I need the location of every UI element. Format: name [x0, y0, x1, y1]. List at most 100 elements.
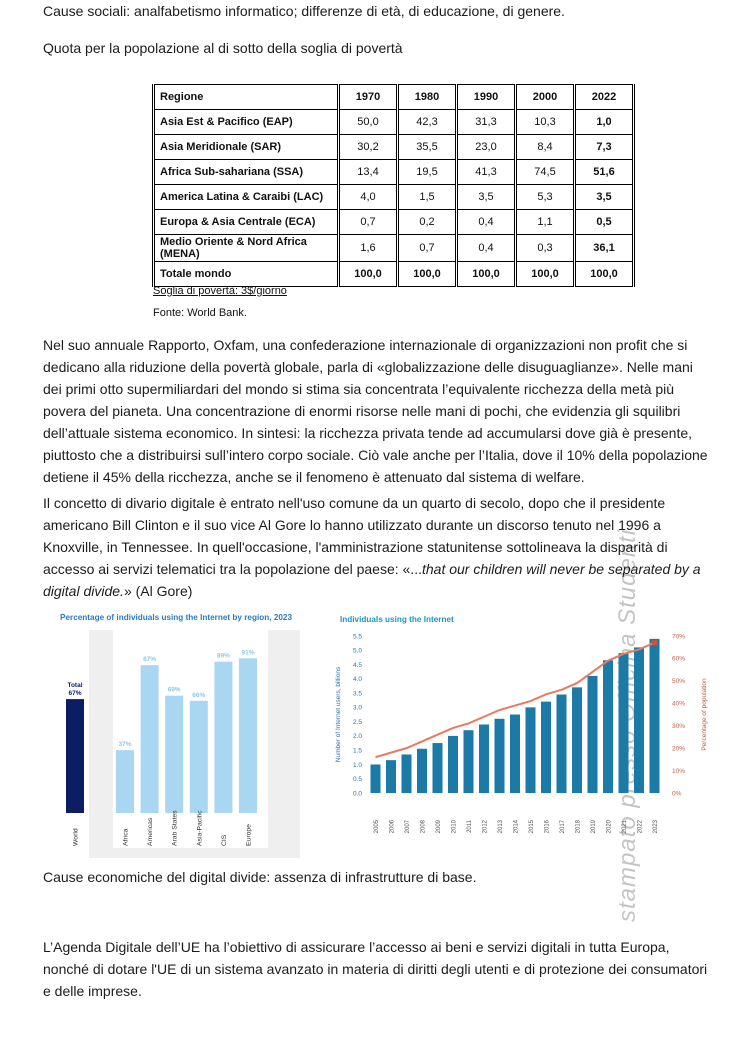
- year-bar: [479, 724, 489, 793]
- region-cell: Asia Meridionale (SAR): [152, 134, 340, 160]
- year-bar: [401, 754, 412, 793]
- internet-users-trend-chart: Individuals using the Internet 0.0 0.5 1.0 1…: [330, 608, 720, 865]
- value-cell: 4,0: [337, 184, 399, 210]
- svg-text:10%: 10%: [672, 768, 685, 775]
- svg-text:2006: 2006: [390, 819, 396, 833]
- value-cell: 100,0: [337, 261, 399, 287]
- year-bar: [417, 748, 427, 793]
- value-cell: 13,4: [337, 159, 399, 185]
- year-bar: [494, 718, 505, 793]
- poverty-table-body: Asia Est & Pacifico (EAP) 50,0 42,3 31,3 10,…: [152, 109, 635, 287]
- year-bar: [556, 694, 567, 793]
- svg-text:30%: 30%: [672, 723, 685, 730]
- value-cell: 74,5: [514, 159, 576, 185]
- svg-text:CIS: CIS: [221, 834, 228, 846]
- value-cell: 100,0: [573, 261, 635, 287]
- value-cell: 0,4: [455, 234, 517, 262]
- value-cell: 19,5: [396, 159, 458, 185]
- svg-text:89%: 89%: [217, 653, 230, 660]
- table-row: America Latina & Caraibi (LAC) 4,0 1,5 3,5 5…: [152, 184, 635, 210]
- svg-text:37%: 37%: [118, 741, 131, 748]
- svg-text:2009: 2009: [436, 819, 442, 833]
- year-bar: [525, 707, 536, 793]
- year-bar: [463, 730, 474, 793]
- svg-text:2014: 2014: [514, 819, 520, 833]
- value-cell: 0,2: [396, 209, 458, 235]
- poverty-table-head: Regione 1970 1980 1990 2000 2022: [152, 84, 635, 110]
- value-cell: 0,5: [573, 209, 635, 235]
- internet-trend-chart-svg: Individuals using the Internet 0.0 0.5 1.0 1…: [335, 615, 708, 833]
- value-cell: 1,0: [573, 109, 635, 135]
- region-bar: [165, 695, 184, 813]
- svg-text:0.0: 0.0: [353, 790, 362, 797]
- svg-text:Number of Internet users, bill: Number of Internet users, billions: [335, 666, 342, 762]
- svg-text:3.0: 3.0: [353, 705, 362, 712]
- year-bar: [634, 647, 644, 793]
- svg-text:66%: 66%: [192, 692, 205, 699]
- svg-text:2015: 2015: [529, 819, 535, 833]
- region-bar: [189, 700, 208, 813]
- region-cell: Europa & Asia Centrale (ECA): [152, 209, 340, 235]
- year-bar: [587, 675, 598, 793]
- svg-text:2019: 2019: [591, 819, 597, 833]
- column-header-year: 2022: [573, 84, 635, 110]
- value-cell: 1,5: [396, 184, 458, 210]
- svg-text:2012: 2012: [483, 819, 489, 833]
- svg-text:70%: 70%: [672, 633, 685, 640]
- value-cell: 0,7: [337, 209, 399, 235]
- svg-text:60%: 60%: [672, 656, 685, 663]
- year-bar: [649, 638, 660, 793]
- svg-text:2010: 2010: [452, 819, 458, 833]
- svg-text:Total: Total: [67, 682, 82, 689]
- value-cell: 5,3: [514, 184, 576, 210]
- svg-text:Percentage of individuals usin: Percentage of individuals using the Inte…: [60, 613, 292, 622]
- svg-text:40%: 40%: [672, 701, 685, 708]
- table-row: Totale mondo 100,0 100,0 100,0 100,0 100,0: [152, 261, 635, 287]
- svg-text:2023: 2023: [653, 819, 659, 833]
- svg-text:Percentage of population: Percentage of population: [701, 678, 708, 751]
- svg-text:2022: 2022: [638, 819, 644, 833]
- paragraph-cause-sociali: Cause sociali: analfabetismo informatico…: [43, 3, 565, 19]
- region-cell: Totale mondo: [152, 261, 340, 287]
- region-bar: [140, 665, 159, 813]
- table-row: Asia Meridionale (SAR) 30,2 35,5 23,0 8,4 7,3: [152, 134, 635, 160]
- svg-text:Africa: Africa: [123, 828, 130, 846]
- table-header-row: Regione 1970 1980 1990 2000 2022: [152, 84, 635, 110]
- svg-text:2021: 2021: [622, 819, 628, 833]
- svg-text:4.0: 4.0: [353, 676, 362, 683]
- year-bar: [618, 653, 629, 793]
- column-header-year: 1980: [396, 84, 458, 110]
- paragraph-cause-economiche: Cause economiche del digital divide: ass…: [43, 869, 477, 885]
- value-cell: 31,3: [455, 109, 517, 135]
- region-bar-chart-svg: Percentage of individuals using the Inte…: [60, 613, 300, 858]
- svg-text:91%: 91%: [241, 649, 254, 656]
- year-bar: [572, 687, 582, 793]
- svg-text:2013: 2013: [498, 819, 504, 833]
- digital-divide-outro: » (Al Gore): [123, 583, 193, 599]
- table-row: Asia Est & Pacifico (EAP) 50,0 42,3 31,3 10,…: [152, 109, 635, 135]
- value-cell: 100,0: [396, 261, 458, 287]
- value-cell: 0,4: [455, 209, 517, 235]
- table-row: Europa & Asia Centrale (ECA) 0,7 0,2 0,4 1,1…: [152, 209, 635, 235]
- year-bar: [510, 714, 520, 793]
- value-cell: 1,6: [337, 234, 399, 262]
- paragraph-digital-divide: Il concetto di divario digitale è entrat…: [43, 492, 711, 602]
- svg-text:50%: 50%: [672, 678, 685, 685]
- region-bar: [239, 658, 257, 813]
- svg-text:2007: 2007: [405, 819, 411, 833]
- svg-text:2018: 2018: [576, 819, 582, 833]
- value-cell: 8,4: [514, 134, 576, 160]
- digital-divide-quote: that our children will never be separate…: [43, 561, 701, 599]
- svg-text:Asia-Pacific: Asia-Pacific: [196, 810, 203, 846]
- svg-text:World: World: [73, 828, 80, 846]
- svg-text:67%: 67%: [68, 690, 81, 697]
- svg-text:5.0: 5.0: [353, 648, 362, 655]
- svg-text:87%: 87%: [143, 656, 156, 663]
- svg-text:2008: 2008: [421, 819, 427, 833]
- year-bar: [370, 764, 381, 793]
- svg-text:1.5: 1.5: [353, 747, 362, 754]
- svg-text:2005: 2005: [374, 819, 380, 833]
- value-cell: 35,5: [396, 134, 458, 160]
- table-footnote: Soglia di povertà: 3$/giorno: [153, 285, 287, 297]
- svg-text:Americas: Americas: [147, 817, 154, 846]
